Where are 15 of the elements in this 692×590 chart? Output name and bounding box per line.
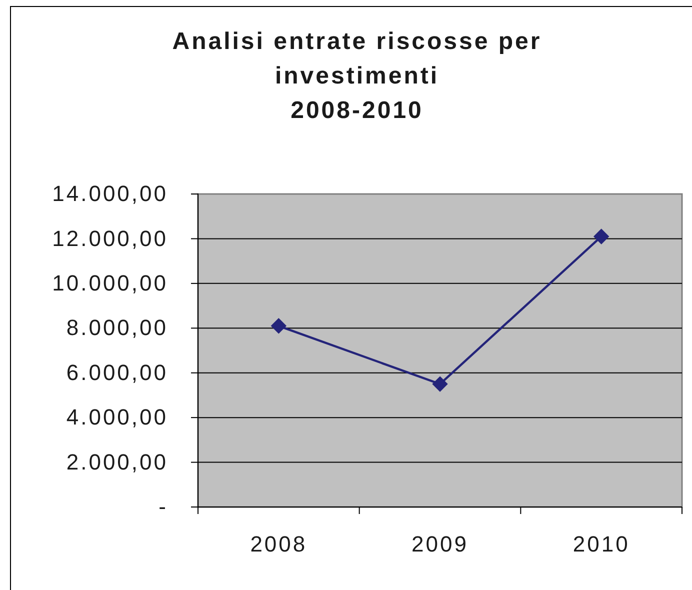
point [432,376,448,392]
y-tick-label: - [158,494,168,520]
x-tick-label: 2008 [250,532,308,557]
y-tick-label: 14.000,00 [52,181,168,206]
y-tick-label: 6.000,00 [66,360,168,385]
x-tick-label: 2010 [572,532,630,557]
chart-title: Analisi entrate riscosse per investimenti 2008-2010 [172,28,542,124]
y-tick-label: 4.000,00 [66,404,168,430]
x-tick-label: 2009 [412,532,468,557]
point [271,318,286,334]
point [594,228,609,244]
y-tick-label: 8.000,00 [66,315,168,340]
y-tick-label: 10.000,00 [52,270,168,296]
y-tick-label: 2.000,00 [66,449,168,474]
y-tick-label: 12.000,00 [52,226,168,251]
